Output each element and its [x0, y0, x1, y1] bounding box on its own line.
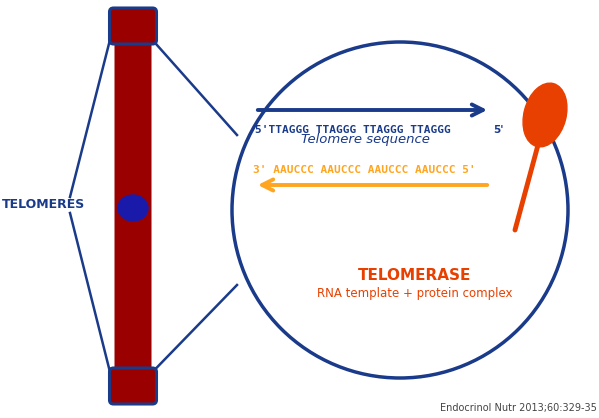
FancyBboxPatch shape — [110, 368, 156, 404]
Text: Telomere sequence: Telomere sequence — [301, 133, 429, 146]
Text: 5': 5' — [493, 125, 504, 135]
FancyBboxPatch shape — [114, 35, 138, 377]
FancyBboxPatch shape — [110, 8, 156, 44]
Ellipse shape — [523, 83, 567, 147]
Text: TELOMERASE: TELOMERASE — [358, 268, 471, 283]
Text: 5'TTAGGG TTAGGG TTAGGG TTAGGG: 5'TTAGGG TTAGGG TTAGGG TTAGGG — [255, 125, 451, 135]
Text: 3' AAUCCC AAUCCC AAUCCC AAUCCC 5': 3' AAUCCC AAUCCC AAUCCC AAUCCC 5' — [253, 165, 476, 175]
Text: TELOMERES: TELOMERES — [2, 199, 85, 212]
FancyBboxPatch shape — [129, 35, 152, 377]
Text: Endocrinol Nutr 2013;60:329-35: Endocrinol Nutr 2013;60:329-35 — [440, 403, 597, 413]
Text: RNA template + protein complex: RNA template + protein complex — [317, 286, 513, 300]
Ellipse shape — [118, 195, 148, 221]
